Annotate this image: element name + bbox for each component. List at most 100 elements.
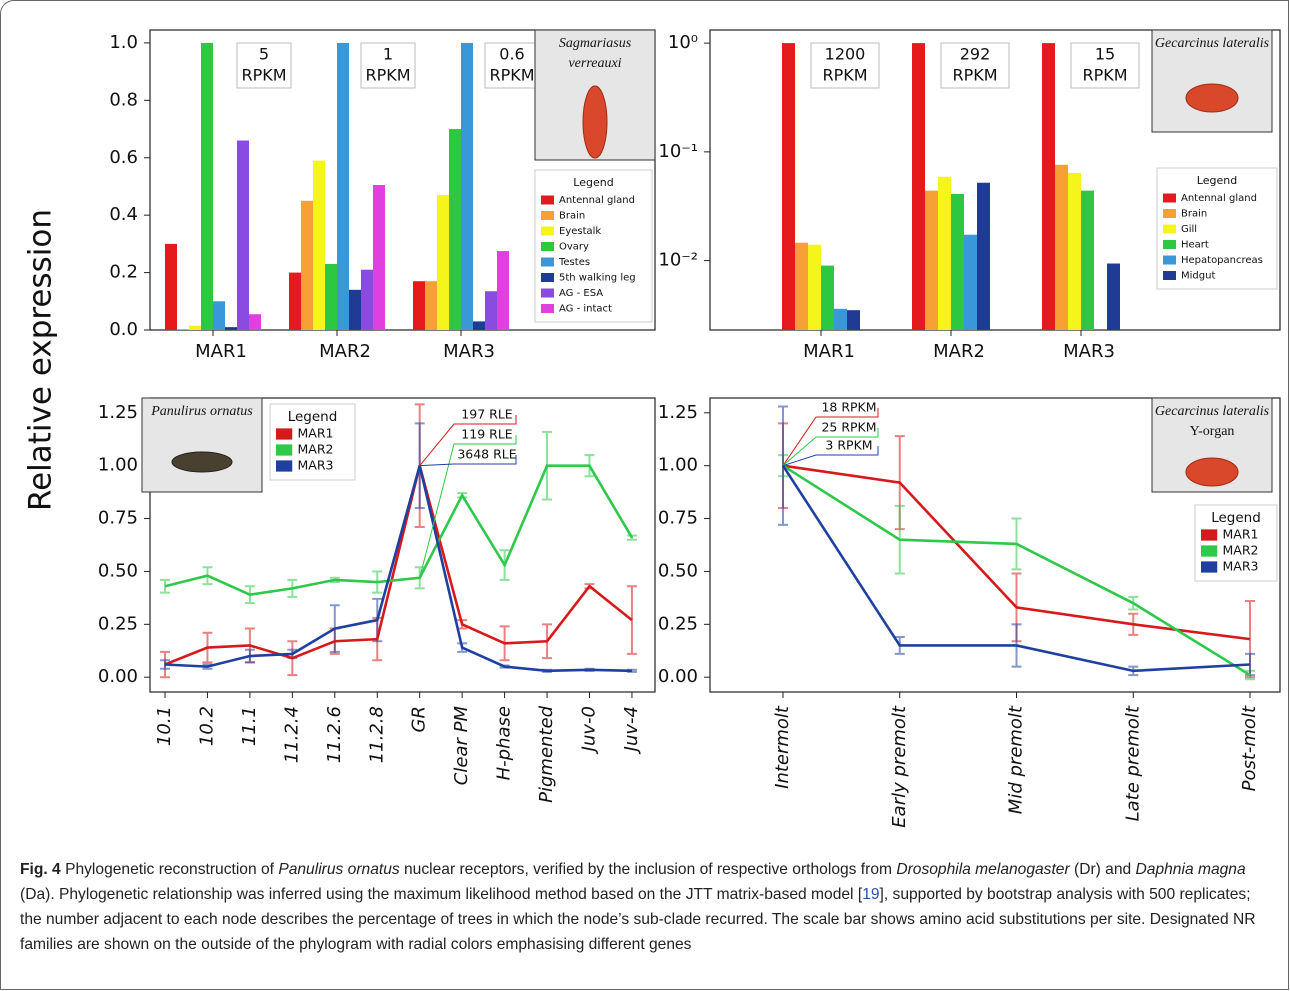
legend-label: MAR1 — [298, 426, 334, 441]
caption-text: Panulirus ornatus — [278, 861, 400, 878]
annotation: RPKM — [489, 66, 534, 85]
legend-label: MAR2 — [298, 442, 334, 457]
bar — [425, 281, 437, 330]
species-illustration — [171, 451, 233, 473]
species-label: Gecarcinus lateralis — [1155, 404, 1270, 419]
bar — [177, 329, 189, 330]
annotation-connector — [782, 446, 879, 467]
legend-swatch — [1163, 240, 1176, 249]
caption-reference[interactable]: 19 — [862, 886, 880, 903]
y-tick-label: 0.6 — [109, 147, 138, 168]
y-tick-label: 1.00 — [98, 455, 138, 476]
legend-title: Legend — [288, 409, 338, 425]
legend-label: Antennal gland — [1181, 193, 1257, 204]
x-tick-label: 11.1 — [239, 706, 260, 746]
legend-swatch — [541, 195, 554, 205]
error-bar — [626, 585, 637, 655]
legend-swatch — [541, 288, 554, 298]
bar — [201, 42, 213, 330]
caption-text: ], supported by bootstrap analysis with … — [20, 886, 1256, 953]
legend-label: MAR2 — [1223, 543, 1259, 558]
bar — [1055, 164, 1068, 330]
y-tick-label: 0.00 — [98, 666, 138, 687]
bar — [213, 301, 225, 330]
x-tick-label: H-phase — [494, 706, 515, 780]
annotation: 292 — [960, 45, 991, 64]
y-tick-label: 0.4 — [109, 204, 138, 225]
y-tick-label: 0.50 — [658, 560, 698, 581]
legend-swatch — [1163, 224, 1176, 234]
legend-label: Gill — [1181, 224, 1197, 235]
legend-swatch — [1163, 193, 1176, 203]
x-tick-label: Intermolt — [772, 705, 793, 789]
legend-swatch — [1163, 255, 1176, 265]
annotation: 15 — [1095, 45, 1115, 64]
caption-text: Phylogenetic reconstruction of — [60, 861, 279, 878]
species-label: Sagmariasus — [559, 36, 632, 51]
legend-swatch — [1201, 529, 1218, 541]
x-tick-label: Juv-0 — [579, 706, 600, 754]
annotation: 119 RLE — [461, 427, 512, 442]
line — [164, 465, 633, 666]
species-label: Panulirus ornatus — [150, 404, 253, 419]
x-tick-label: Post-molt — [1239, 705, 1260, 791]
legend-label: Eyestalk — [559, 226, 601, 237]
line — [782, 464, 1251, 677]
bar — [964, 234, 977, 330]
y-tick-label: 0.8 — [109, 89, 138, 110]
species-label: Y-organ — [1190, 424, 1235, 439]
legend-label: Antennal gland — [559, 195, 635, 206]
legend-swatch — [541, 273, 554, 282]
legend-label: AG - ESA — [559, 288, 603, 299]
y-tick-label: 10⁻¹ — [658, 141, 698, 162]
caption-text: (Dr) and — [1069, 861, 1136, 878]
legend-swatch — [1201, 545, 1218, 557]
x-tick-label: MAR3 — [1063, 341, 1115, 362]
legend-swatch — [276, 460, 293, 472]
x-tick-label: MAR1 — [803, 341, 855, 362]
legend-label: Brain — [1181, 209, 1207, 220]
line — [781, 464, 1251, 673]
bar — [1107, 263, 1120, 330]
species-illustration — [1185, 83, 1239, 113]
annotation: RPKM — [822, 66, 867, 85]
legend-swatch — [541, 257, 554, 267]
legend-title: Legend — [1197, 174, 1237, 187]
annotation: 18 RPKM — [821, 400, 876, 415]
x-tick-label: 11.2.6 — [324, 706, 345, 763]
y-tick-label: 10⁰ — [668, 32, 698, 53]
legend-swatch — [541, 211, 554, 220]
bar — [1081, 190, 1094, 330]
y-tick-label: 0.2 — [109, 262, 138, 283]
bar — [497, 251, 509, 330]
annotation-connector — [782, 428, 879, 467]
annotation: RPKM — [1082, 66, 1127, 85]
legend-swatch — [541, 242, 554, 251]
annotation-box — [1070, 42, 1140, 89]
annotation-box — [484, 42, 540, 89]
bar — [834, 308, 847, 330]
annotation-connector — [419, 435, 517, 578]
y-axis-label: Relative expression — [23, 209, 59, 511]
bar — [225, 327, 237, 330]
bar — [795, 242, 808, 330]
x-tick-label: 10.1 — [154, 706, 175, 746]
y-tick-label: 1.25 — [98, 402, 138, 423]
legend-label: MAR3 — [298, 458, 334, 473]
species-box — [1151, 29, 1273, 133]
species-box — [141, 397, 263, 493]
bar — [249, 314, 261, 330]
x-tick-label: Mid premolt — [1006, 705, 1027, 814]
x-tick-label: 10.2 — [196, 706, 217, 746]
bar — [782, 43, 795, 331]
bar — [461, 42, 473, 330]
legend-box — [534, 169, 653, 323]
y-tick-label: 1.0 — [109, 32, 138, 53]
annotation: 1 — [383, 45, 393, 64]
legend-label: Midgut — [1181, 271, 1215, 282]
y-tick-label: 0.75 — [98, 508, 138, 529]
y-tick-label: 0.50 — [98, 560, 138, 581]
x-tick-label: Early premolt — [889, 705, 910, 828]
plot-frame — [709, 29, 1281, 331]
bar — [237, 140, 249, 330]
